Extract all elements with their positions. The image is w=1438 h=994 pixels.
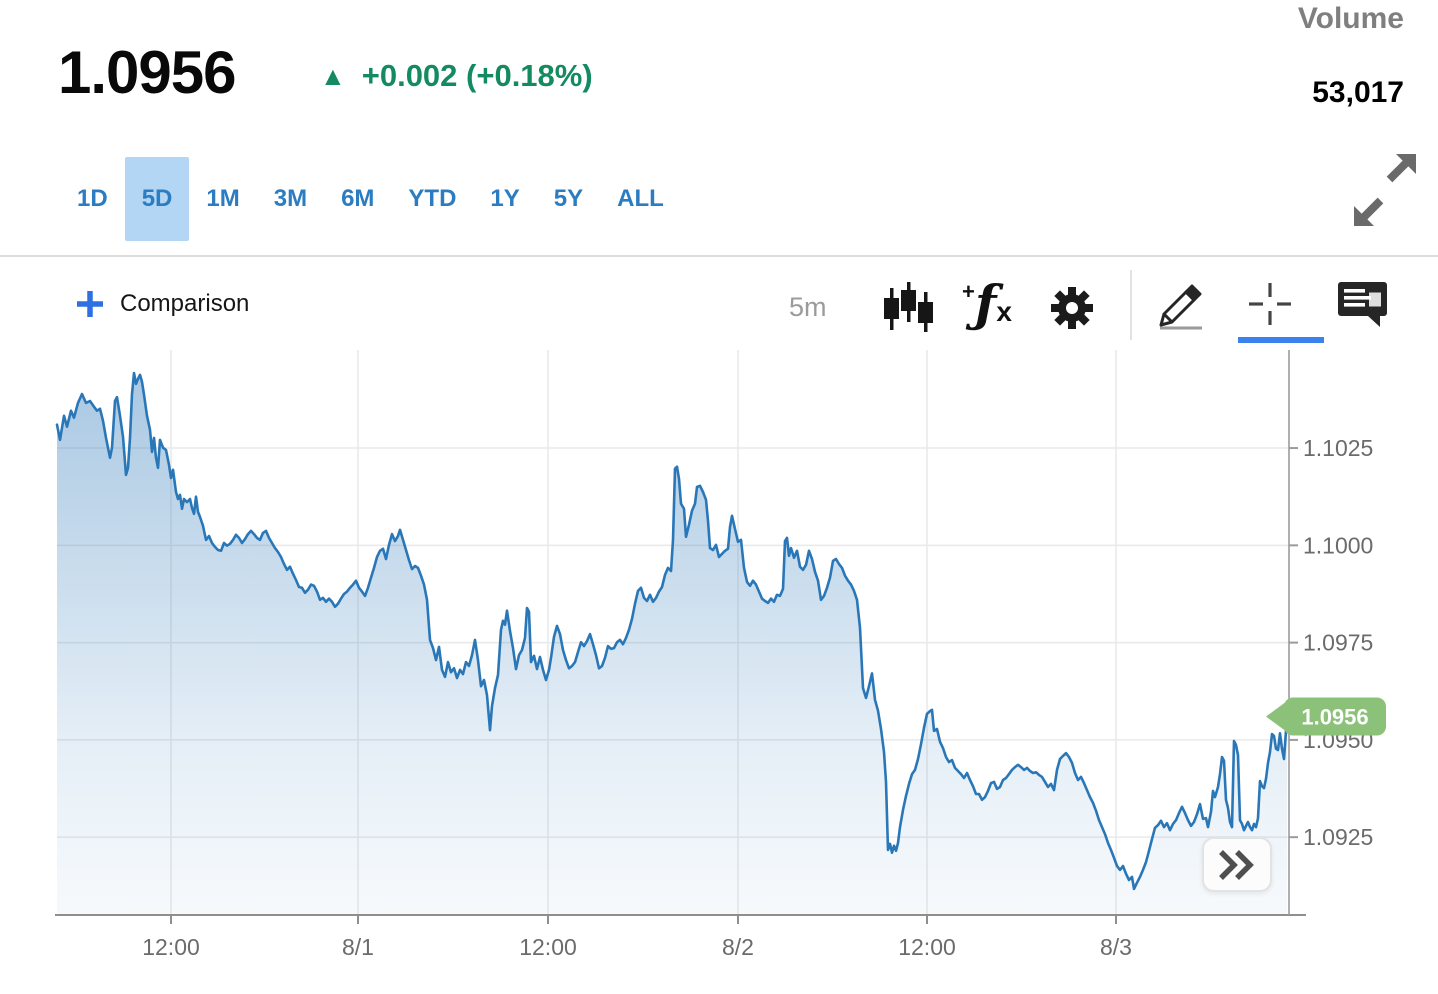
tab-5y[interactable]: 5Y <box>553 185 584 212</box>
tab-1m[interactable]: 1M <box>206 185 240 212</box>
y-axis-label: 1.1000 <box>1303 532 1373 558</box>
toolbar-divider <box>1130 270 1132 340</box>
range-tabs: 1D 5D 1M 3M 6M YTD 1Y 5Y ALL <box>60 157 681 241</box>
price-flag <box>1284 697 1386 736</box>
indicators-button[interactable]: +ƒx <box>962 274 1022 334</box>
y-axis-label: 1.1025 <box>1303 435 1373 461</box>
expand-icon <box>1354 154 1416 226</box>
volume-value: 53,017 <box>1312 76 1404 109</box>
crosshair-icon <box>1249 283 1291 325</box>
x-axis-label: 12:00 <box>142 934 200 960</box>
tab-all[interactable]: ALL <box>617 185 664 212</box>
candlestick-icon <box>884 282 933 332</box>
tab-3m[interactable]: 3M <box>273 185 308 212</box>
chart-type-button[interactable] <box>884 282 934 337</box>
price-value: 1.0956 <box>58 39 237 106</box>
active-tool-underline <box>1238 337 1324 343</box>
y-axis-label: 1.0975 <box>1303 630 1373 656</box>
up-triangle-icon: ▲ <box>320 61 346 91</box>
scroll-right-button[interactable] <box>1202 837 1272 892</box>
x-axis-label: 12:00 <box>898 934 956 960</box>
x-axis-label: 12:00 <box>519 934 577 960</box>
tab-1d[interactable]: 1D <box>77 185 108 212</box>
function-icon: +ƒx <box>962 274 1012 333</box>
area-fill <box>57 373 1287 915</box>
y-axis-label: 1.0950 <box>1303 727 1373 753</box>
interval-selector[interactable]: 5m <box>789 292 827 322</box>
price-flag-arrow <box>1266 702 1285 731</box>
comment-icon <box>1338 282 1387 327</box>
volume-block: Volume 53,017 <box>1298 2 1404 110</box>
expand-button[interactable] <box>1350 150 1420 230</box>
plus-icon <box>77 291 103 317</box>
comparison-button[interactable]: Comparison <box>76 290 249 318</box>
tab-6m[interactable]: 6M <box>341 185 375 212</box>
tabs-divider <box>0 255 1438 257</box>
tab-5d[interactable]: 5D <box>124 157 190 241</box>
settings-button[interactable] <box>1050 286 1094 335</box>
volume-label: Volume <box>1297 2 1404 35</box>
tab-1y[interactable]: 1Y <box>490 185 520 212</box>
pencil-icon <box>1159 284 1202 330</box>
y-axis-label: 1.0925 <box>1303 824 1373 850</box>
x-axis-label: 8/2 <box>722 934 754 960</box>
price-line <box>55 371 1289 891</box>
gear-icon <box>1051 287 1093 329</box>
comparison-label: Comparison <box>120 290 250 317</box>
price-change: ▲ +0.002 (+0.18%) <box>320 58 593 94</box>
change-text: +0.002 (+0.18%) <box>361 58 593 93</box>
annotate-button[interactable] <box>1338 282 1388 335</box>
draw-button[interactable] <box>1156 278 1206 335</box>
x-axis-label: 8/1 <box>342 934 374 960</box>
tab-ytd[interactable]: YTD <box>408 185 457 212</box>
crosshair-button[interactable] <box>1249 283 1291 330</box>
price-flag-label: 1.0956 <box>1301 705 1368 730</box>
double-chevron-right-icon <box>1219 849 1254 880</box>
x-axis-label: 8/3 <box>1100 934 1132 960</box>
